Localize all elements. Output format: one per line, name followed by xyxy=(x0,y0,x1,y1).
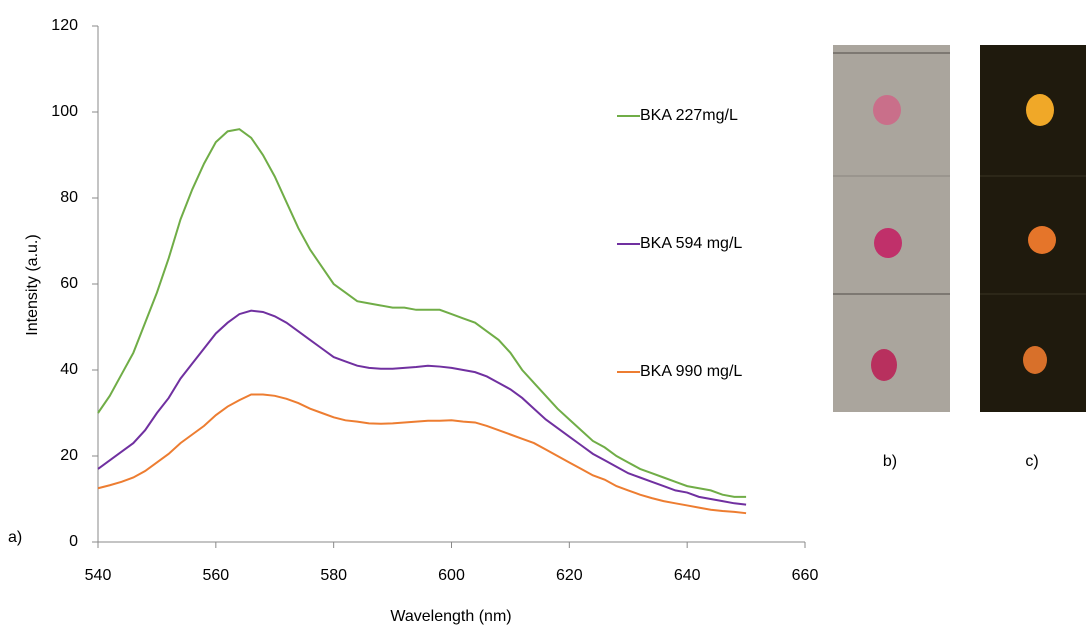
x-tick-label: 640 xyxy=(674,567,701,584)
panel-label: b) xyxy=(883,453,897,470)
x-tick-label: 620 xyxy=(556,567,583,584)
panel-label: c) xyxy=(1025,453,1038,470)
y-tick-label: 100 xyxy=(51,103,78,120)
x-tick-label: 580 xyxy=(320,567,347,584)
y-tick-label: 80 xyxy=(60,189,78,206)
legend-label: BKA 990 mg/L xyxy=(640,363,742,380)
legend-label: BKA 594 mg/L xyxy=(640,235,742,252)
y-tick-label: 0 xyxy=(69,533,78,550)
x-tick-label: 600 xyxy=(438,567,465,584)
x-tick-label: 560 xyxy=(202,567,229,584)
series-line xyxy=(97,128,747,498)
photo-b xyxy=(833,45,950,412)
x-tick-label: 540 xyxy=(85,567,112,584)
y-tick-label: 20 xyxy=(60,447,78,464)
series-line xyxy=(97,393,747,515)
legend-label: BKA 227mg/L xyxy=(640,107,738,124)
y-tick-label: 40 xyxy=(60,361,78,378)
photo-c xyxy=(980,45,1086,412)
x-axis-label: Wavelength (nm) xyxy=(390,608,511,625)
y-axis-label: Intensity (a.u.) xyxy=(24,234,41,335)
panel-label: a) xyxy=(8,529,22,546)
series-line xyxy=(97,309,747,506)
y-tick-label: 60 xyxy=(60,275,78,292)
x-tick-label: 660 xyxy=(792,567,819,584)
y-tick-label: 120 xyxy=(51,17,78,34)
